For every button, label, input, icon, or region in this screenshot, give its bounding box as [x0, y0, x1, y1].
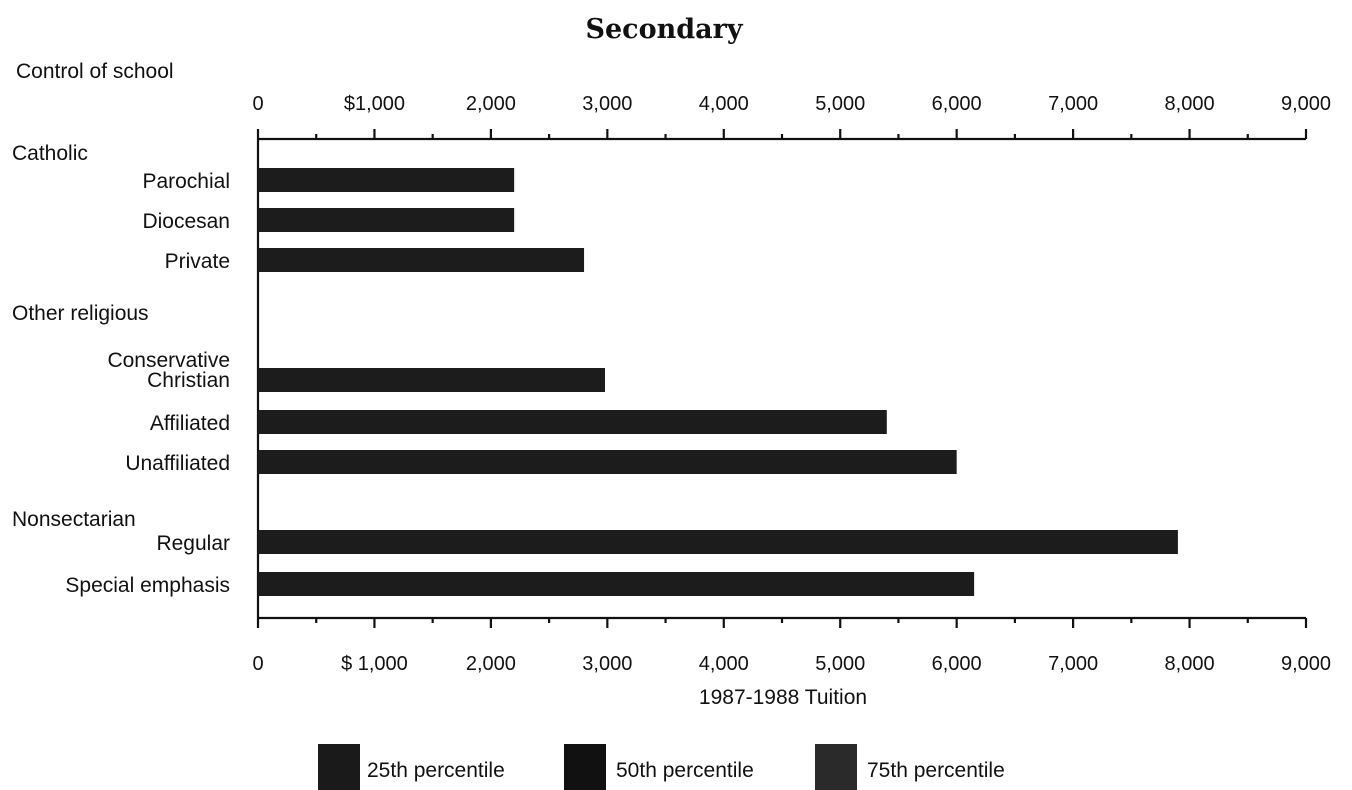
group-label: Other religious [12, 302, 149, 325]
top-tick-label: 8,000 [1165, 93, 1215, 115]
legend-label: 25th percentile [367, 759, 505, 782]
top-tick-label: 7,000 [1048, 93, 1098, 115]
legend-swatch [815, 744, 857, 790]
chart-title: Secondary [585, 14, 743, 45]
bottom-tick-label: 8,000 [1165, 653, 1215, 675]
top-tick-label: 9,000 [1281, 93, 1331, 115]
legend-label: 50th percentile [616, 759, 754, 782]
category-header: Control of school [16, 60, 174, 83]
category-label: Affiliated [150, 412, 230, 435]
top-tick-label: 6,000 [932, 93, 982, 115]
top-tick-label: 3,000 [582, 93, 632, 115]
legend-swatch [564, 744, 606, 790]
bar-affiliated [258, 410, 887, 434]
category-label: Parochial [142, 170, 230, 193]
category-label: Special emphasis [65, 574, 230, 597]
category-label: Regular [156, 532, 230, 555]
top-tick-label: 0 [252, 93, 263, 115]
bottom-tick-label: 9,000 [1281, 653, 1331, 675]
top-tick-label: 5,000 [815, 93, 865, 115]
bar-unaffiliated [258, 450, 957, 474]
bottom-tick-label: 2,000 [466, 653, 516, 675]
bar-regular [258, 530, 1178, 554]
bottom-tick-label: 6,000 [932, 653, 982, 675]
bottom-tick-label: $ 1,000 [341, 653, 408, 675]
bar-diocesan [258, 208, 515, 232]
bottom-tick-label: 5,000 [815, 653, 865, 675]
legend-swatch [318, 744, 360, 790]
legend: 25th percentile 50th percentile 75th perce… [318, 744, 1005, 790]
bar-parochial [258, 168, 515, 192]
top-tick-label: $1,000 [344, 93, 405, 115]
category-label: Unaffiliated [125, 452, 230, 475]
bottom-tick-label: 4,000 [699, 653, 749, 675]
plot-area: 0 0 $1,000 $ 1,000 2,000 2,000 3,000 3,000 4,000… [12, 93, 1331, 675]
top-tick-label: 2,000 [466, 93, 516, 115]
x-axis-label: 1987-1988 Tuition [699, 686, 867, 709]
legend-label: 75th percentile [867, 759, 1005, 782]
top-tick-label: 4,000 [699, 93, 749, 115]
group-label: Nonsectarian [12, 508, 136, 531]
bottom-tick-label: 3,000 [582, 653, 632, 675]
bottom-tick-label: 7,000 [1048, 653, 1098, 675]
group-label: Catholic [12, 142, 88, 165]
category-label: Private [165, 250, 230, 273]
bar-conservative-christian [258, 368, 606, 392]
bottom-tick-label: 0 [252, 653, 263, 675]
category-label: Conservative Christian [107, 349, 230, 392]
category-label: Diocesan [142, 210, 230, 233]
bar-special-emphasis [258, 572, 975, 596]
bar-private [258, 248, 585, 272]
